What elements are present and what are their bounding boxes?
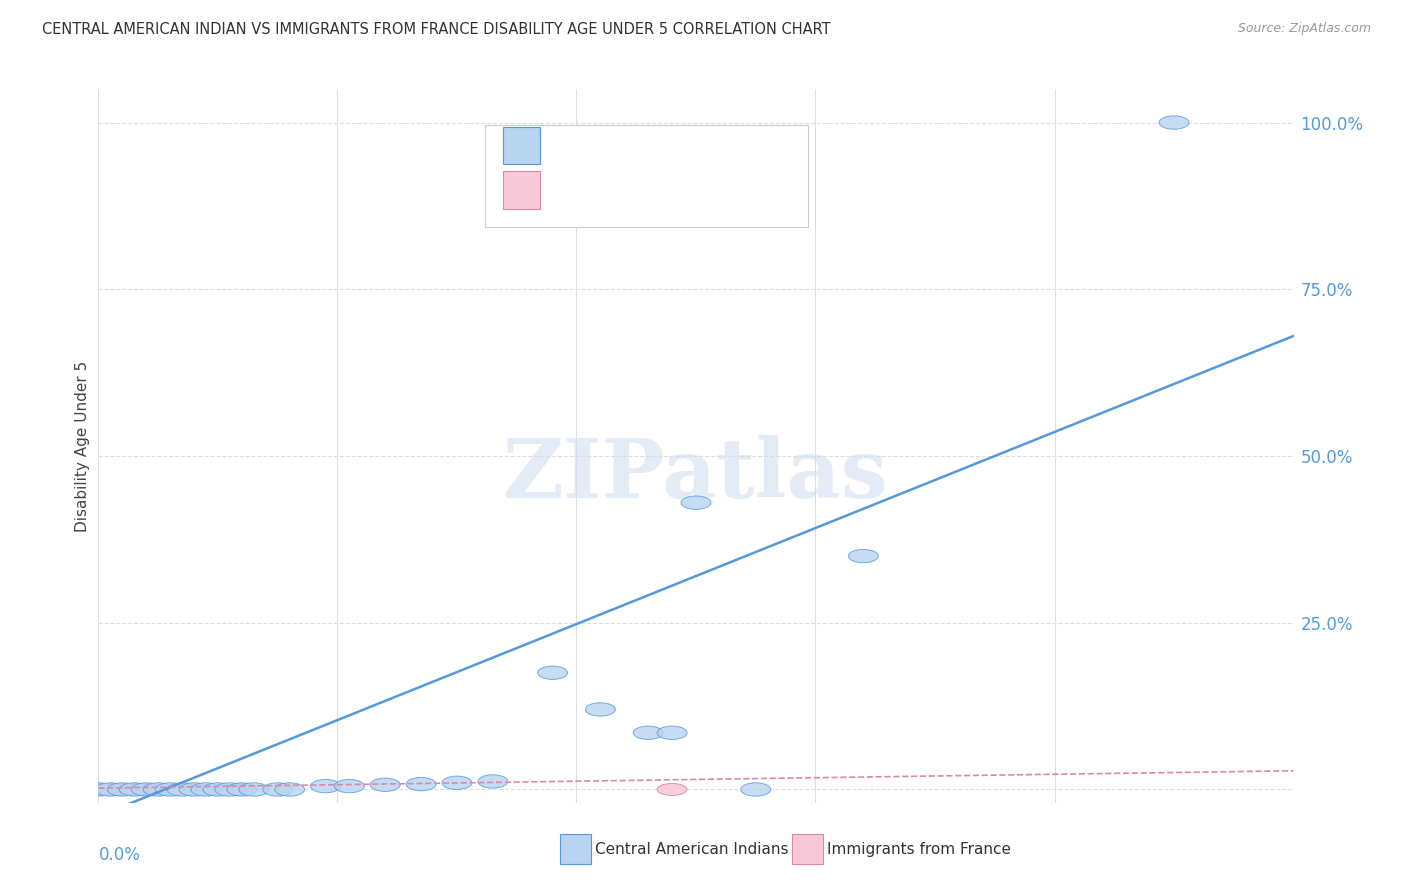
Ellipse shape xyxy=(741,783,770,797)
Ellipse shape xyxy=(406,778,436,791)
Ellipse shape xyxy=(441,776,472,789)
Ellipse shape xyxy=(657,726,688,739)
Ellipse shape xyxy=(107,783,138,797)
Ellipse shape xyxy=(167,783,197,797)
Ellipse shape xyxy=(107,783,138,796)
Y-axis label: Disability Age Under 5: Disability Age Under 5 xyxy=(75,360,90,532)
Text: 0.606: 0.606 xyxy=(581,181,637,199)
Ellipse shape xyxy=(131,783,162,796)
Text: N =: N = xyxy=(658,181,695,199)
Ellipse shape xyxy=(681,496,711,509)
Text: 29: 29 xyxy=(696,136,721,154)
Ellipse shape xyxy=(226,783,257,797)
Ellipse shape xyxy=(370,778,401,791)
Ellipse shape xyxy=(848,549,879,563)
Text: Immigrants from France: Immigrants from France xyxy=(827,842,1011,856)
Ellipse shape xyxy=(83,783,114,796)
Ellipse shape xyxy=(585,703,616,716)
Ellipse shape xyxy=(96,783,125,797)
Text: ZIPatlas: ZIPatlas xyxy=(503,434,889,515)
Ellipse shape xyxy=(131,783,162,797)
Ellipse shape xyxy=(155,783,186,797)
Ellipse shape xyxy=(191,783,221,797)
Text: N =: N = xyxy=(658,136,695,154)
Ellipse shape xyxy=(537,666,568,680)
Ellipse shape xyxy=(1159,116,1189,129)
Ellipse shape xyxy=(239,783,269,797)
Ellipse shape xyxy=(633,726,664,739)
Ellipse shape xyxy=(96,783,125,796)
Ellipse shape xyxy=(478,775,508,789)
Ellipse shape xyxy=(226,783,257,796)
Ellipse shape xyxy=(120,783,149,797)
Ellipse shape xyxy=(215,783,245,797)
Ellipse shape xyxy=(311,780,340,793)
Ellipse shape xyxy=(83,783,114,797)
Ellipse shape xyxy=(202,783,233,797)
Ellipse shape xyxy=(657,783,688,796)
Text: 0.0%: 0.0% xyxy=(98,846,141,863)
Text: 7: 7 xyxy=(696,181,714,199)
Ellipse shape xyxy=(143,783,173,797)
Text: CENTRAL AMERICAN INDIAN VS IMMIGRANTS FROM FRANCE DISABILITY AGE UNDER 5 CORRELA: CENTRAL AMERICAN INDIAN VS IMMIGRANTS FR… xyxy=(42,22,831,37)
Text: R =: R = xyxy=(546,181,582,199)
Ellipse shape xyxy=(274,783,305,797)
Text: Source: ZipAtlas.com: Source: ZipAtlas.com xyxy=(1237,22,1371,36)
Text: R =: R = xyxy=(546,136,582,154)
Ellipse shape xyxy=(179,783,209,797)
Text: Central American Indians: Central American Indians xyxy=(595,842,789,856)
Ellipse shape xyxy=(335,780,364,793)
Text: 0.747: 0.747 xyxy=(581,136,637,154)
Ellipse shape xyxy=(120,783,149,796)
Ellipse shape xyxy=(263,783,292,797)
